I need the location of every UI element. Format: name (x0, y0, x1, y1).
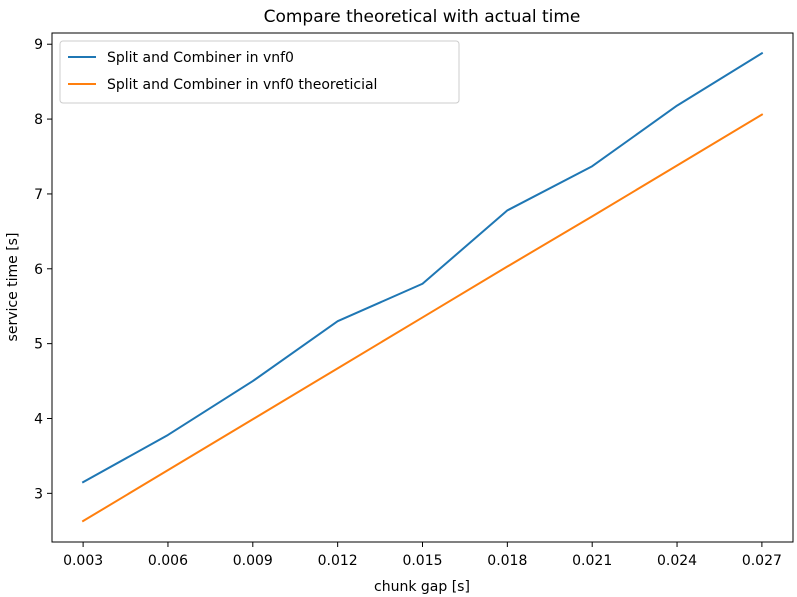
y-tick-label: 8 (34, 112, 43, 128)
x-tick-label: 0.003 (63, 553, 103, 569)
x-tick-label: 0.009 (233, 553, 273, 569)
y-tick-label: 5 (34, 337, 43, 353)
legend-label-2: Split and Combiner in vnf0 theoreticial (107, 77, 377, 93)
series-line-2 (81, 113, 764, 523)
series-layer (81, 51, 764, 523)
x-tick-label: 0.012 (318, 553, 358, 569)
x-axis-label: chunk gap [s] (374, 579, 470, 595)
y-axis-label: service time [s] (5, 233, 21, 342)
x-axis-ticks: 0.003 0.006 0.009 0.012 0.015 0.018 0.021 0.024… (63, 542, 782, 569)
y-tick-label: 3 (34, 486, 43, 502)
legend: Split and Combiner in vnf0 Split and Comb… (59, 40, 460, 104)
y-tick-label: 4 (34, 411, 43, 427)
legend-frame (59, 40, 460, 104)
legend-label-1: Split and Combiner in vnf0 (107, 50, 294, 66)
x-tick-label: 0.015 (402, 553, 442, 569)
chart-title: Compare theoretical with actual time (264, 7, 581, 27)
plot-area (51, 32, 794, 543)
x-tick-label: 0.021 (572, 553, 612, 569)
x-tick-label: 0.018 (487, 553, 527, 569)
series-line-1 (81, 51, 764, 484)
x-tick-label: 0.024 (657, 553, 697, 569)
y-tick-label: 7 (34, 187, 43, 203)
plot-frame (51, 32, 794, 543)
x-tick-label: 0.006 (148, 553, 188, 569)
y-tick-label: 9 (34, 37, 43, 53)
y-axis-ticks: 3 4 5 6 7 8 9 (34, 37, 52, 502)
legend-items: Split and Combiner in vnf0 Split and Comb… (68, 50, 377, 93)
x-tick-label: 0.027 (742, 553, 782, 569)
y-tick-label: 6 (34, 262, 43, 278)
